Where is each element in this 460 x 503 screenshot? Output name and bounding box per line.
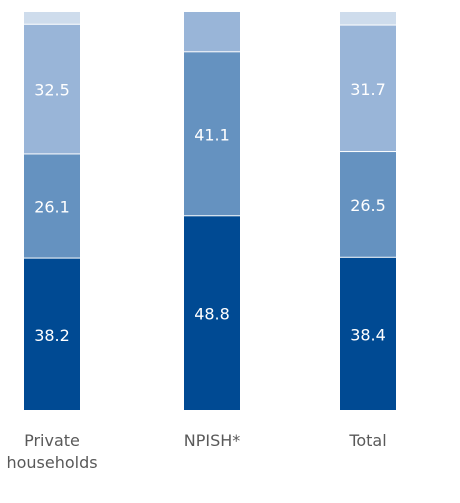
bar-segment — [340, 12, 396, 25]
bar-value-label: 38.4 — [350, 325, 386, 344]
bar-value-label: 32.5 — [34, 81, 70, 100]
category-label: Total — [348, 431, 386, 450]
bar-segment — [24, 24, 80, 154]
bar-value-label: 26.5 — [350, 196, 386, 215]
bar-segment — [24, 12, 80, 24]
bar-value-label: 26.1 — [34, 198, 70, 217]
bar-segment — [24, 258, 80, 410]
bar-segment — [184, 52, 240, 216]
bar-segment — [24, 154, 80, 258]
bar-segment — [340, 152, 396, 257]
bar-segment — [184, 12, 240, 52]
bar-segment — [340, 257, 396, 410]
bar-segment — [184, 216, 240, 410]
bar-value-label: 41.1 — [194, 125, 230, 144]
category-label: Private households — [6, 431, 97, 472]
bar-value-label: 48.8 — [194, 305, 230, 324]
bars-group: 38.2 26.1 32.5 48.8 41.1 38.4 26.5 31.7 — [24, 12, 396, 410]
category-labels: Private households NPISH* Total — [6, 431, 386, 472]
bar-value-label: 38.2 — [34, 326, 70, 345]
bar-segment — [340, 25, 396, 152]
category-label: NPISH* — [184, 431, 241, 450]
bar-value-label: 31.7 — [350, 80, 386, 99]
